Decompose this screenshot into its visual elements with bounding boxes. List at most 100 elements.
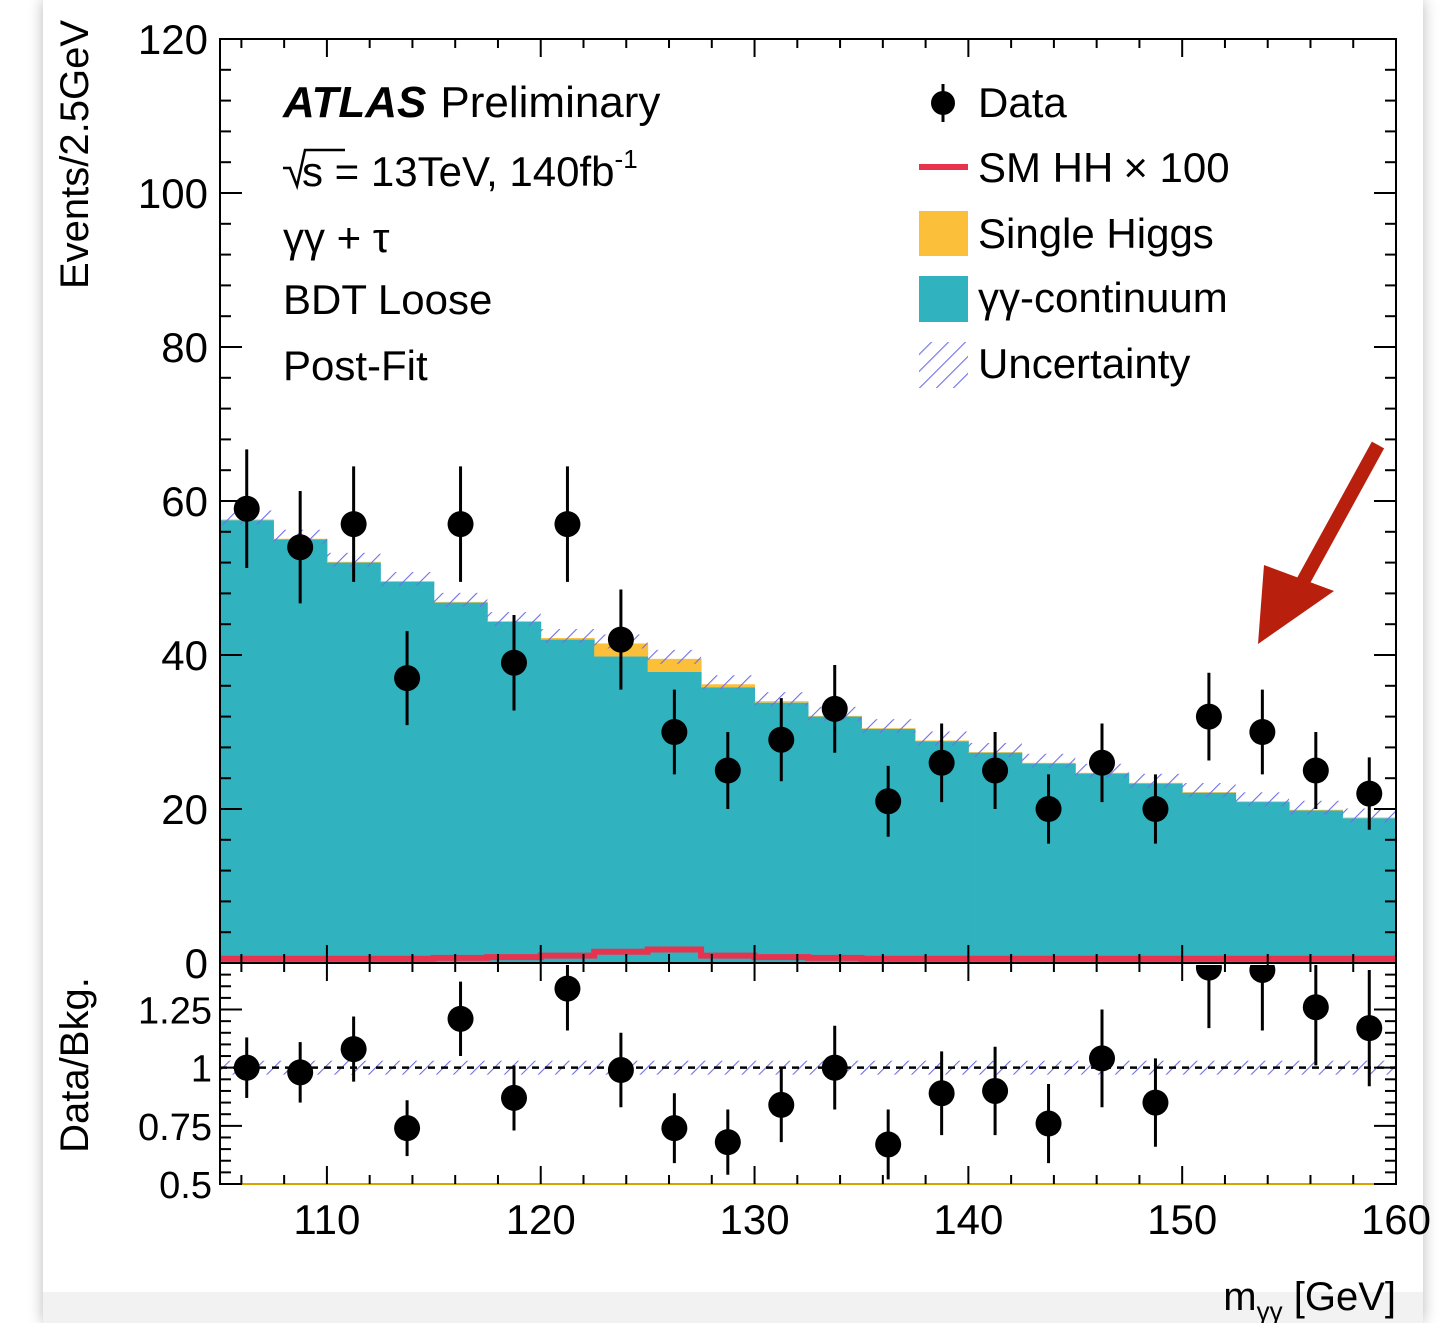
fit-status-label: Post-Fit bbox=[283, 342, 428, 389]
legend-label-data: Data bbox=[978, 79, 1067, 126]
upper-y-tick-label: 40 bbox=[161, 632, 208, 679]
continuum-bar bbox=[1289, 810, 1344, 963]
upper-y-tick-label: 100 bbox=[138, 170, 208, 217]
annotation-arrow-shaft bbox=[1287, 441, 1385, 602]
ratio-point bbox=[447, 1005, 474, 1032]
legend-label-sm-hh-suffix: × 100 bbox=[1123, 144, 1229, 191]
annotation-arrow bbox=[1258, 441, 1385, 644]
continuum-bar bbox=[701, 687, 756, 963]
energy-lumi-label: s = 13TeV, 140fb-1 bbox=[283, 144, 638, 195]
sm-hh-line bbox=[220, 946, 1396, 962]
data-point bbox=[661, 719, 688, 745]
upper-sm-hh-line bbox=[220, 946, 1396, 962]
lower-y-tick-label: 1 bbox=[191, 1049, 212, 1091]
upper-y-tick-label: 0 bbox=[185, 940, 208, 987]
legend-item-continuum: γγ-continuum bbox=[919, 274, 1228, 322]
lower-ratio-points bbox=[233, 965, 1383, 1180]
continuum-bar bbox=[433, 602, 488, 963]
ratio-point bbox=[394, 1115, 421, 1142]
legend-uncertainty-swatch bbox=[919, 342, 968, 388]
ratio-point bbox=[1249, 965, 1276, 983]
continuum-bar bbox=[1342, 818, 1397, 963]
upper-y-tick-label: 60 bbox=[161, 478, 208, 525]
ratio-point bbox=[1089, 1045, 1115, 1072]
sqrt-symbol bbox=[283, 148, 345, 191]
legend-item-uncertainty: Uncertainty bbox=[919, 340, 1190, 388]
continuum-bar bbox=[594, 656, 649, 963]
continuum-bar bbox=[1235, 802, 1290, 963]
channel-label: γγ + τ bbox=[283, 214, 390, 261]
energy-lumi-sup: -1 bbox=[615, 144, 638, 174]
lower-y-axis-label: Data/Bkg. bbox=[53, 977, 97, 1153]
uncertainty-band-segment bbox=[701, 675, 755, 690]
legend-item-single-higgs: Single Higgs bbox=[919, 210, 1214, 257]
legend-label-continuum: γγ-continuum bbox=[978, 274, 1228, 321]
data-point bbox=[768, 726, 795, 753]
continuum-bar bbox=[540, 639, 595, 963]
ratio-point bbox=[287, 1059, 314, 1086]
ratio-point bbox=[340, 1036, 367, 1063]
legend-continuum-swatch bbox=[919, 276, 968, 322]
footer-band bbox=[43, 1292, 1423, 1323]
experiment-name: ATLAS bbox=[282, 78, 426, 127]
continuum-bar bbox=[808, 716, 862, 963]
data-point bbox=[501, 649, 527, 676]
continuum-bar bbox=[326, 562, 381, 963]
upper-uncertainty-band bbox=[220, 510, 1396, 823]
ratio-point bbox=[1142, 1089, 1169, 1116]
uncertainty-band-segment bbox=[1182, 783, 1236, 798]
ratio-point bbox=[768, 1091, 795, 1118]
ratio-point bbox=[821, 1054, 848, 1081]
x-tick-label: 120 bbox=[506, 1196, 576, 1243]
legend-item-sm-hh: SM HH × 100 bbox=[919, 144, 1230, 191]
x-axis-label: mγγ [GeV] bbox=[1223, 1275, 1396, 1323]
experiment-suffix: Preliminary bbox=[440, 78, 660, 127]
uncertainty-band-segment bbox=[1235, 792, 1290, 807]
uncertainty-band-segment bbox=[380, 572, 434, 587]
ratio-point bbox=[661, 1115, 688, 1142]
ratio-point bbox=[501, 1084, 527, 1111]
uncertainty-band-segment bbox=[861, 719, 915, 734]
data-point bbox=[554, 511, 581, 538]
uncertainty-band-segment bbox=[647, 649, 702, 664]
data-point bbox=[1356, 780, 1383, 807]
ratio-point bbox=[607, 1057, 634, 1084]
ratio-point bbox=[928, 1080, 955, 1107]
continuum-bar bbox=[220, 520, 274, 963]
ratio-point bbox=[1035, 1110, 1062, 1137]
legend-label-single-higgs: Single Higgs bbox=[978, 210, 1214, 257]
legend-label-uncertainty: Uncertainty bbox=[978, 340, 1190, 387]
x-tick-label: 140 bbox=[933, 1196, 1003, 1243]
data-point bbox=[1302, 757, 1329, 784]
data-point bbox=[1142, 796, 1169, 822]
data-point bbox=[394, 665, 421, 692]
ratio-point bbox=[714, 1129, 741, 1156]
data-point bbox=[821, 695, 848, 722]
upper-y-tick-label: 80 bbox=[161, 324, 208, 371]
data-point bbox=[1089, 749, 1115, 776]
uncertainty-band-segment bbox=[433, 592, 488, 607]
x-axis-label-main: m bbox=[1223, 1275, 1256, 1319]
data-point bbox=[928, 749, 955, 776]
lower-y-tick-label: 0.5 bbox=[159, 1165, 212, 1207]
upper-y-tick-label: 120 bbox=[138, 16, 208, 63]
ratio-point bbox=[1302, 994, 1329, 1021]
energy-lumi-text: s = 13TeV, 140fb bbox=[302, 148, 615, 195]
data-point bbox=[1035, 796, 1062, 822]
ratio-point bbox=[1195, 965, 1222, 981]
continuum-bar bbox=[273, 539, 328, 963]
lower-uncertainty-band bbox=[220, 1060, 1396, 1075]
ratio-point bbox=[982, 1077, 1009, 1104]
data-point bbox=[875, 788, 902, 815]
uncertainty-band-segment bbox=[1021, 753, 1076, 768]
upper-y-tick-label: 20 bbox=[161, 786, 208, 833]
legend-label-sm-hh: SM HH bbox=[978, 144, 1113, 191]
ratio-point bbox=[875, 1131, 902, 1158]
experiment-label: ATLAS Preliminary bbox=[282, 78, 660, 127]
uncertainty-band-segment bbox=[540, 629, 595, 644]
upper-data-points bbox=[233, 449, 1383, 844]
data-point bbox=[714, 757, 741, 784]
data-point bbox=[447, 511, 474, 538]
x-axis-label-sub: γγ bbox=[1257, 1296, 1283, 1323]
